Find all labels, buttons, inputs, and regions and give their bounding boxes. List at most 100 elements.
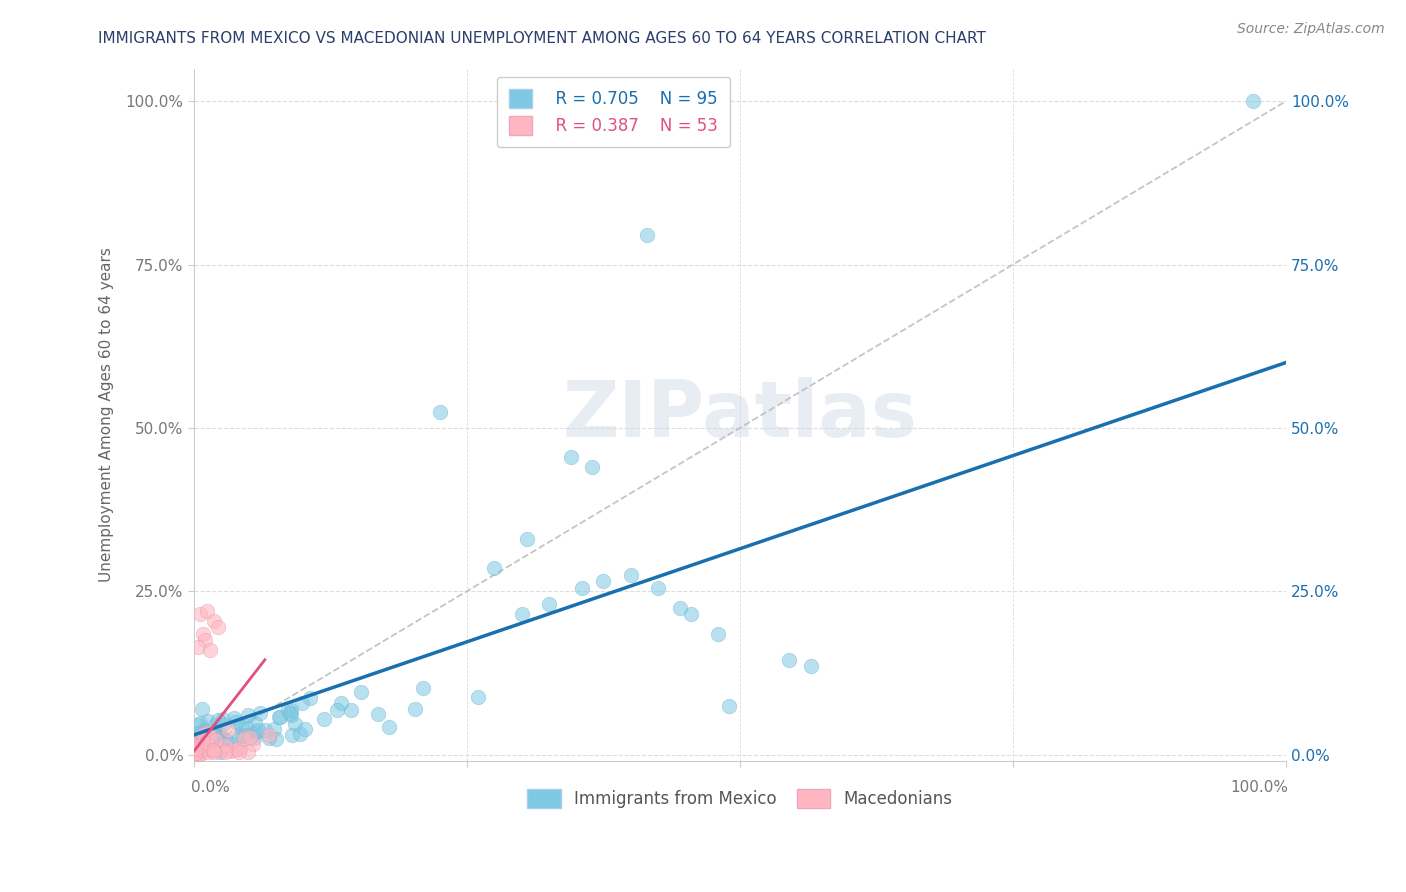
Point: [186, 739, 208, 753]
Point: [679, 607, 702, 621]
Point: [516, 532, 538, 546]
Point: [208, 727, 231, 741]
Point: [350, 685, 373, 699]
Point: [560, 450, 582, 465]
Point: [195, 736, 218, 750]
Point: [224, 743, 246, 757]
Point: [202, 614, 225, 628]
Point: [186, 740, 208, 755]
Point: [195, 604, 218, 618]
Point: [207, 620, 229, 634]
Point: [377, 720, 399, 734]
Point: [647, 581, 669, 595]
Legend: Immigrants from Mexico, Macedonians: Immigrants from Mexico, Macedonians: [520, 782, 959, 815]
Point: [233, 731, 256, 745]
Point: [222, 711, 245, 725]
Point: [187, 739, 209, 753]
Text: 100.0%: 100.0%: [1230, 780, 1289, 795]
Point: [284, 717, 307, 731]
Point: [187, 730, 209, 744]
Point: [228, 730, 250, 744]
Point: [214, 745, 236, 759]
Point: [239, 731, 262, 745]
Point: [245, 725, 267, 739]
Point: [326, 703, 349, 717]
Point: [191, 727, 214, 741]
Point: [482, 561, 505, 575]
Point: [212, 712, 235, 726]
Point: [404, 702, 426, 716]
Point: [280, 703, 302, 717]
Point: [225, 715, 247, 730]
Point: [194, 742, 217, 756]
Point: [198, 729, 221, 743]
Point: [581, 460, 603, 475]
Point: [277, 703, 299, 717]
Point: [243, 716, 266, 731]
Point: [188, 726, 211, 740]
Point: [211, 717, 233, 731]
Point: [197, 734, 219, 748]
Point: [294, 723, 316, 737]
Point: [219, 744, 242, 758]
Point: [200, 743, 222, 757]
Point: [197, 746, 219, 760]
Point: [204, 718, 226, 732]
Point: [193, 723, 215, 738]
Point: [183, 744, 205, 758]
Point: [314, 712, 336, 726]
Point: [187, 640, 209, 654]
Point: [205, 727, 228, 741]
Point: [236, 707, 259, 722]
Point: [200, 643, 222, 657]
Point: [200, 741, 222, 756]
Point: [195, 731, 218, 745]
Point: [207, 714, 229, 728]
Y-axis label: Unemployment Among Ages 60 to 64 years: Unemployment Among Ages 60 to 64 years: [100, 247, 114, 582]
Point: [186, 740, 208, 755]
Point: [510, 607, 533, 621]
Point: [212, 731, 235, 746]
Point: [249, 706, 271, 721]
Point: [202, 745, 225, 759]
Point: [1241, 94, 1264, 108]
Text: 0.0%: 0.0%: [191, 780, 229, 795]
Point: [231, 720, 253, 734]
Point: [242, 731, 264, 745]
Point: [620, 567, 643, 582]
Point: [214, 738, 236, 752]
Point: [204, 729, 226, 743]
Point: [228, 745, 250, 759]
Point: [208, 738, 231, 752]
Point: [280, 707, 302, 722]
Text: IMMIGRANTS FROM MEXICO VS MACEDONIAN UNEMPLOYMENT AMONG AGES 60 TO 64 YEARS CORR: IMMIGRANTS FROM MEXICO VS MACEDONIAN UNE…: [98, 31, 986, 46]
Point: [190, 741, 212, 756]
Point: [194, 633, 217, 648]
Point: [226, 741, 249, 756]
Point: [340, 703, 363, 717]
Point: [707, 626, 730, 640]
Point: [191, 730, 214, 744]
Point: [208, 743, 231, 757]
Point: [202, 723, 225, 738]
Point: [571, 581, 593, 595]
Point: [184, 746, 207, 760]
Point: [197, 725, 219, 739]
Point: [194, 739, 217, 753]
Point: [188, 747, 211, 761]
Point: [537, 597, 560, 611]
Point: [197, 732, 219, 747]
Point: [215, 732, 238, 747]
Point: [669, 600, 692, 615]
Point: [412, 681, 434, 695]
Point: [242, 726, 264, 740]
Point: [263, 722, 285, 736]
Point: [194, 736, 217, 750]
Point: [202, 743, 225, 757]
Point: [191, 737, 214, 751]
Point: [183, 736, 205, 750]
Point: [188, 744, 211, 758]
Text: Source: ZipAtlas.com: Source: ZipAtlas.com: [1237, 22, 1385, 37]
Point: [291, 696, 314, 710]
Point: [636, 228, 658, 243]
